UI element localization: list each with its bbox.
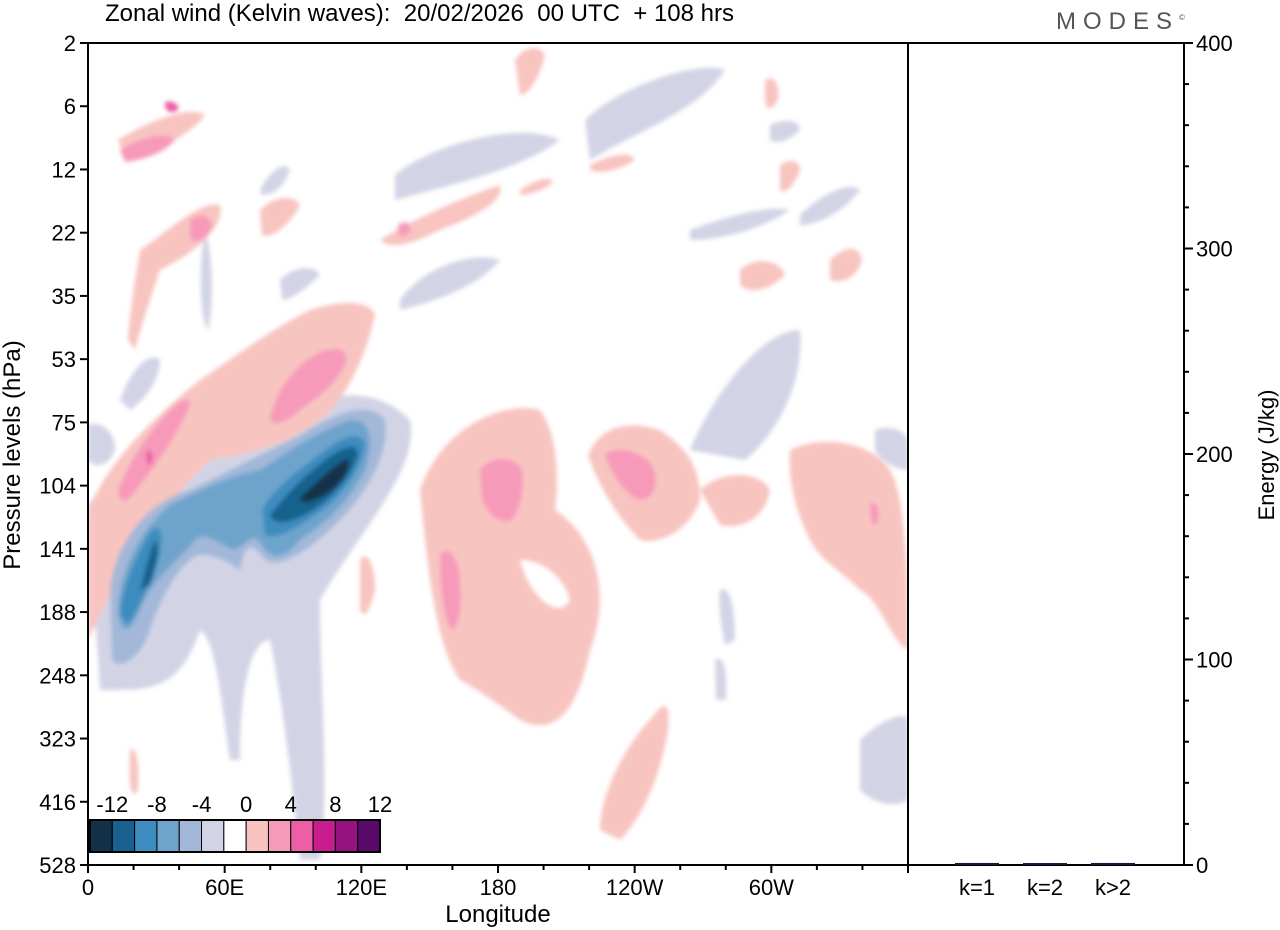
pressure-tick-label: 248 xyxy=(39,663,76,688)
longitude-tick-label: 180 xyxy=(480,875,517,900)
pressure-tick-label: 35 xyxy=(52,284,76,309)
longitude-tick-label: 60W xyxy=(749,875,794,900)
chart-title: Zonal wind (Kelvin waves): 20/02/2026 00… xyxy=(105,0,734,27)
colorbar-label: -12 xyxy=(96,792,128,817)
energy-category-label: k=2 xyxy=(1027,875,1063,900)
colorbar: -12 -8 -4 0 4 8 12 xyxy=(89,792,392,853)
logo-mark: © xyxy=(1179,13,1185,22)
colorbar-swatch xyxy=(312,819,336,853)
negative-anomaly-band xyxy=(110,409,386,664)
pressure-axis: 2 6 12 22 35 53 75 104 141 188 248 323 416 528 xyxy=(39,31,88,878)
colorbar-swatch xyxy=(290,819,314,853)
energy-axis: 0 100 200 300 400 xyxy=(1184,31,1233,878)
pressure-tick-label: 6 xyxy=(64,94,76,119)
pressure-tick-label: 75 xyxy=(52,410,76,435)
colorbar-swatch xyxy=(89,819,113,853)
pressure-tick-label: 188 xyxy=(39,600,76,625)
energy-bars: k=1 k=2 k>2 xyxy=(955,862,1135,900)
pressure-tick-label: 416 xyxy=(39,790,76,815)
longitude-axis: 0 60E 120E 180 120W 60W xyxy=(82,865,909,900)
positive-anomaly-strong xyxy=(146,101,179,466)
contour-field xyxy=(88,48,908,860)
energy-tick-label: 300 xyxy=(1196,237,1233,262)
y-axis-label: Pressure levels (hPa) xyxy=(0,340,26,569)
colorbar-swatch xyxy=(334,819,359,853)
energy-bar xyxy=(955,862,999,865)
pressure-tick-label: 12 xyxy=(52,157,76,182)
colorbar-frame xyxy=(89,819,381,853)
colorbar-swatch xyxy=(134,819,158,853)
colorbar-swatch xyxy=(357,819,381,853)
pressure-tick-label: 2 xyxy=(64,31,76,56)
energy-category-label: k>2 xyxy=(1095,875,1131,900)
energy-axis-label: Energy (J/kg) xyxy=(1254,390,1279,521)
energy-tick-label: 400 xyxy=(1196,31,1233,56)
x-axis-label: Longitude xyxy=(445,901,550,928)
modes-logo: MODES© xyxy=(1056,8,1185,36)
colorbar-swatch xyxy=(245,819,269,853)
pressure-tick-label: 528 xyxy=(39,853,76,878)
colorbar-swatch xyxy=(178,819,203,853)
colorbar-label: -8 xyxy=(147,792,167,817)
colorbar-label: 12 xyxy=(368,792,392,817)
colorbar-swatch xyxy=(201,819,225,853)
positive-anomaly-medium xyxy=(118,135,879,630)
colorbar-label: -4 xyxy=(192,792,212,817)
logo-text: MODES xyxy=(1056,8,1180,35)
energy-plot-frame xyxy=(907,42,1185,866)
pressure-tick-label: 22 xyxy=(52,221,76,246)
longitude-tick-label: 60E xyxy=(205,875,244,900)
energy-tick-label: 100 xyxy=(1196,648,1233,673)
longitude-tick-label: 120W xyxy=(606,875,664,900)
colorbar-swatch xyxy=(111,819,136,853)
energy-tick-label: 0 xyxy=(1196,853,1208,878)
colorbar-label: 8 xyxy=(329,792,341,817)
energy-category-label: k=1 xyxy=(959,875,995,900)
pressure-tick-label: 323 xyxy=(39,727,76,752)
pressure-tick-label: 53 xyxy=(52,347,76,372)
energy-bar xyxy=(1091,862,1135,865)
colorbar-label: 4 xyxy=(285,792,297,817)
longitude-tick-label: 120E xyxy=(336,875,387,900)
energy-bar xyxy=(1023,863,1067,865)
colorbar-swatch xyxy=(156,819,180,853)
energy-tick-label: 200 xyxy=(1196,442,1233,467)
longitude-tick-label: 0 xyxy=(82,875,94,900)
colorbar-label: 0 xyxy=(240,792,252,817)
pressure-tick-label: 104 xyxy=(39,474,76,499)
pressure-tick-label: 141 xyxy=(39,537,76,562)
colorbar-swatch xyxy=(267,819,292,853)
colorbar-swatch xyxy=(223,819,247,853)
